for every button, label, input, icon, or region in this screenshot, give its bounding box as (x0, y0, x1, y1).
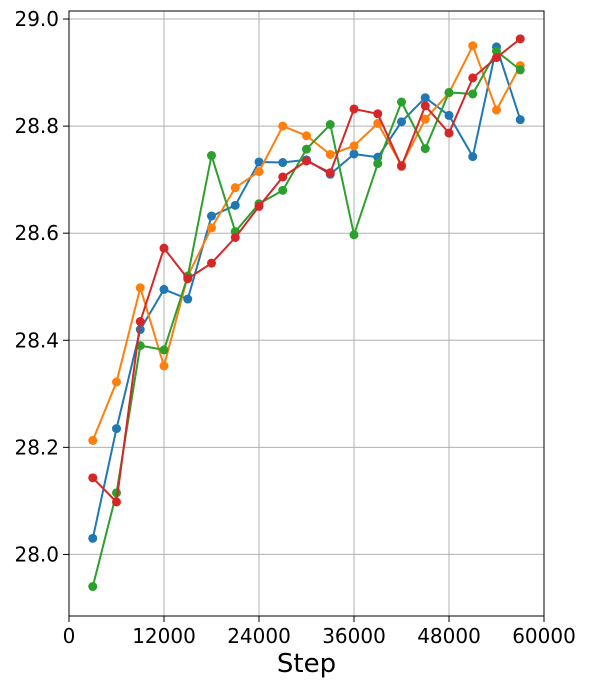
data-point (159, 243, 169, 253)
data-point (159, 361, 169, 371)
grid-lines (68, 11, 545, 616)
data-point (444, 87, 454, 97)
y-tick-label: 28.6 (14, 221, 59, 245)
data-point (492, 105, 501, 115)
data-point (88, 473, 98, 483)
y-tick-label: 28.4 (14, 328, 59, 352)
y-tick-label: 29.0 (14, 7, 59, 31)
series-line (91, 44, 522, 441)
data-point (420, 93, 430, 103)
series-line (91, 45, 522, 539)
x-tick-label: 36000 (322, 624, 386, 648)
data-point (278, 172, 288, 182)
series-line (92, 38, 521, 503)
data-point (468, 152, 478, 162)
x-axis-title: Step (277, 649, 336, 679)
x-tick-label: 12000 (132, 624, 196, 648)
tick-group: 0 12000 24000 36000 48000 60000 28.0 28.2 28.4 28… (14, 7, 575, 648)
data-point (444, 128, 454, 138)
data-point (183, 294, 193, 304)
data-point (325, 149, 335, 159)
data-point (207, 258, 216, 268)
series-1 (88, 42, 525, 543)
data-point (468, 73, 478, 83)
data-point (112, 424, 121, 434)
data-point (515, 34, 525, 44)
data-point (278, 185, 288, 195)
data-point (302, 144, 311, 154)
x-tick-label: 60000 (512, 624, 576, 648)
plot-frame (68, 10, 545, 617)
data-point (135, 317, 145, 327)
data-point (88, 582, 98, 592)
data-point (230, 200, 240, 210)
y-tick-label: 28.0 (14, 542, 59, 566)
data-point (420, 144, 430, 154)
data-point (88, 435, 98, 445)
data-point (325, 120, 335, 130)
data-point (183, 274, 193, 284)
data-point (515, 115, 525, 125)
data-point (373, 159, 383, 169)
y-tick-label: 28.2 (14, 435, 59, 459)
data-point (278, 158, 288, 168)
data-point (325, 168, 335, 178)
series-group (88, 34, 525, 592)
data-point (349, 141, 359, 151)
data-point (420, 101, 430, 111)
x-tick-label: 48000 (417, 624, 481, 648)
data-point (397, 161, 406, 171)
data-point (397, 97, 406, 107)
data-point (373, 109, 383, 119)
data-point (302, 131, 311, 141)
data-point (420, 114, 430, 124)
data-point (254, 201, 264, 211)
data-point (112, 497, 121, 507)
data-point (88, 533, 98, 543)
data-point (207, 211, 216, 221)
data-point (468, 89, 478, 99)
data-point (230, 183, 240, 193)
series-3 (88, 46, 525, 592)
data-point (159, 284, 169, 294)
data-point (349, 104, 359, 114)
series-4 (88, 34, 525, 507)
y-tick-label: 28.8 (14, 114, 59, 138)
data-point (468, 41, 478, 51)
data-point (373, 118, 383, 128)
data-point (159, 345, 169, 355)
data-point (254, 167, 264, 177)
series-2 (88, 41, 525, 445)
data-point (349, 149, 359, 159)
data-point (492, 46, 501, 56)
data-point (254, 157, 264, 167)
data-point (207, 223, 216, 233)
data-point (444, 110, 454, 120)
data-point (397, 117, 406, 127)
x-tick-label: 0 (63, 624, 76, 648)
data-point (112, 377, 121, 387)
data-point (207, 151, 216, 161)
data-point (135, 283, 145, 293)
data-point (230, 232, 240, 242)
data-point (492, 53, 501, 63)
data-point (302, 156, 311, 166)
x-tick-label: 24000 (227, 624, 291, 648)
data-point (515, 65, 525, 75)
data-point (278, 121, 288, 131)
data-point (349, 230, 359, 240)
